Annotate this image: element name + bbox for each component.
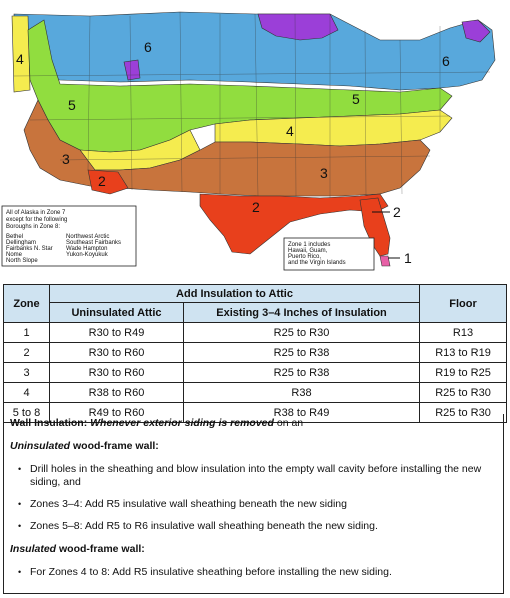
cell-zone: 4 <box>3 382 50 403</box>
alaska-legend: All of Alaska in Zone 7 except for the f… <box>1 205 137 267</box>
zone1-legend-line-3: Puerto Rico, <box>288 254 321 260</box>
cell-existing: R25 to R38 <box>182 362 421 383</box>
alaska-borough-8: Wade Hampton <box>66 246 107 252</box>
cell-zone: 1 <box>3 322 50 343</box>
cell-uninsulated: R30 to R49 <box>49 322 184 343</box>
list-item: Zones 5–8: Add R5 to R6 insulative wall … <box>18 520 495 533</box>
alaska-borough-4: Nome <box>6 252 23 258</box>
cell-floor: R13 <box>419 322 508 343</box>
header-add-insulation: Add Insulation to Attic <box>48 284 421 303</box>
cell-existing: R38 to R49 <box>182 402 421 423</box>
zone-label-2-callout: 2 <box>393 204 401 220</box>
table-row: 4 R38 to R60 R38 R25 to R30 <box>3 382 508 403</box>
zone-label-4-west: 4 <box>16 51 24 67</box>
table-row: 3 R30 to R60 R25 to R38 R19 to R25 <box>3 362 508 383</box>
alaska-borough-1: Bethel <box>6 234 23 240</box>
zone-label-6-east: 6 <box>442 53 450 69</box>
zone-7-maine <box>461 19 491 43</box>
wall-insulation-notes: Wall Insulation: Whenever exterior sidin… <box>3 414 504 594</box>
zone-1-florida-tip <box>379 255 391 267</box>
cell-floor: R19 to R25 <box>419 362 508 383</box>
zone-2-southwest <box>87 169 129 195</box>
zone-6-north-region <box>13 11 496 91</box>
zone-2-gulf <box>199 193 389 255</box>
uninsulated-rest: wood-frame wall: <box>70 440 159 452</box>
cell-floor: R13 to R19 <box>419 342 508 363</box>
header-zone: Zone <box>3 284 50 323</box>
zone-label-6-north: 6 <box>144 39 152 55</box>
zone-2-florida <box>359 197 391 257</box>
alaska-borough-3: Fairbanks N. Star <box>6 246 53 252</box>
table-row: 2 R30 to R60 R25 to R38 R13 to R19 <box>3 342 508 363</box>
zone-label-4-mid: 4 <box>286 123 294 139</box>
header-existing-insulation: Existing 3–4 Inches of Insulation <box>182 302 421 323</box>
header-floor: Floor <box>419 284 508 323</box>
zone1-legend-line-2: Hawaii, Guam, <box>288 248 328 254</box>
zone-callout-lines <box>372 211 400 259</box>
list-item: Zones 3–4: Add R5 insulative wall sheath… <box>18 498 495 511</box>
insulated-rest: wood-frame wall: <box>56 543 145 555</box>
uninsulated-wall-heading: Uninsulated wood-frame wall: <box>10 440 495 453</box>
wall-insulation-tail: on an <box>273 417 304 429</box>
table-row: 1 R30 to R49 R25 to R30 R13 <box>3 322 508 343</box>
zone-label-5-east: 5 <box>352 91 360 107</box>
insulated-bullet-list: For Zones 4 to 8: Add R5 insulative shea… <box>10 566 495 579</box>
cell-existing: R25 to R38 <box>182 342 421 363</box>
header-uninsulated-attic: Uninsulated Attic <box>49 302 184 323</box>
climate-zone-map: 4 6 5 6 5 4 3 3 2 2 2 1 All of Alaska in… <box>1 11 496 271</box>
zone1-legend-line-1: Zone 1 includes <box>288 242 330 248</box>
zone-4-pacific <box>11 15 31 93</box>
zone1-legend-line-4: and the Virgin Islands <box>288 260 346 266</box>
insulated-wall-heading: Insulated wood-frame wall: <box>10 543 495 556</box>
cell-zone: 2 <box>3 342 50 363</box>
table-row: 5 to 8 R49 to R60 R38 to R49 R25 to R30 <box>3 402 508 423</box>
cell-floor: R25 to R30 <box>419 402 508 423</box>
uninsulated-word: Uninsulated <box>10 440 71 452</box>
insulation-r-value-table: Zone Add Insulation to Attic Floor Unins… <box>3 284 508 423</box>
wall-insulation-condition: Whenever exterior siding is removed <box>90 417 274 429</box>
alaska-legend-intro-3: Boroughs in Zone 8: <box>6 224 60 230</box>
insulated-word: Insulated <box>10 543 57 555</box>
cell-uninsulated: R38 to R60 <box>49 382 184 403</box>
alaska-legend-intro-2: except for the following <box>6 217 67 223</box>
cell-floor: R25 to R30 <box>419 382 508 403</box>
cell-uninsulated: R49 to R60 <box>49 402 184 423</box>
cell-zone: 3 <box>3 362 50 383</box>
zone1-legend: Zone 1 includes Hawaii, Guam, Puerto Ric… <box>283 237 375 271</box>
state-borders <box>13 11 491 198</box>
wall-insulation-heading: Wall Insulation: Whenever exterior sidin… <box>10 417 495 430</box>
zone-label-2-southwest: 2 <box>98 173 106 189</box>
zone-label-3-west: 3 <box>62 151 70 167</box>
alaska-borough-5: North Slope <box>6 258 38 264</box>
alaska-borough-6: Northwest Arctic <box>66 234 109 240</box>
zone-label-1-callout: 1 <box>404 250 412 266</box>
zone-label-5-west: 5 <box>68 97 76 113</box>
zone-7-minnesota <box>257 13 339 41</box>
alaska-borough-9: Yukon-Koyukuk <box>66 252 109 258</box>
cell-existing: R25 to R30 <box>182 322 421 343</box>
alaska-legend-intro-1: All of Alaska in Zone 7 <box>6 210 66 216</box>
zone-label-3-east: 3 <box>320 165 328 181</box>
cell-existing: R38 <box>182 382 421 403</box>
list-item: For Zones 4 to 8: Add R5 insulative shea… <box>18 566 495 579</box>
list-item: Drill holes in the sheathing and blow in… <box>18 463 495 489</box>
zone-label-2-gulf: 2 <box>252 199 260 215</box>
cell-uninsulated: R30 to R60 <box>49 342 184 363</box>
alaska-borough-7: Southeast Fairbanks <box>66 240 121 246</box>
wall-insulation-title: Wall Insulation: <box>10 417 88 429</box>
uninsulated-bullet-list: Drill holes in the sheathing and blow in… <box>10 463 495 533</box>
alaska-borough-2: Dellingham <box>6 240 36 246</box>
cell-uninsulated: R30 to R60 <box>49 362 184 383</box>
